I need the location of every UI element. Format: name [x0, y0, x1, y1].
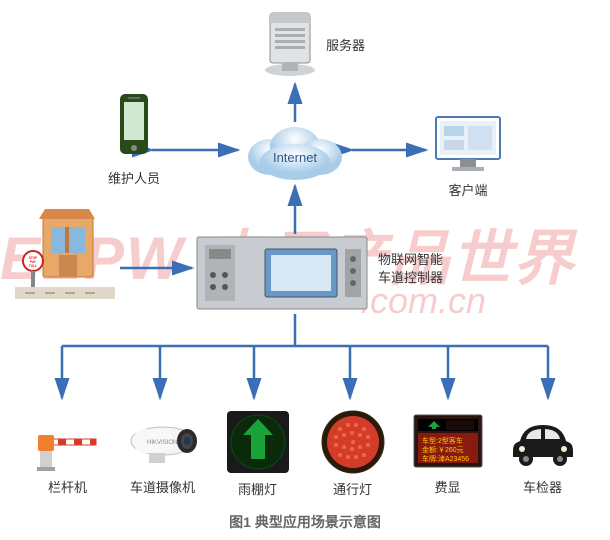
monitor-icon [428, 112, 508, 176]
controller-node: 物联网智能 车道控制器 [195, 235, 443, 311]
phone-node: 维护人员 [108, 92, 160, 187]
svg-text:TOLL: TOLL [29, 264, 37, 268]
booth-icon: STOP PAY TOLL [15, 205, 115, 301]
traffic-light-icon [320, 409, 386, 475]
controller-icon [195, 235, 370, 311]
canopy-light-label: 雨棚灯 [238, 479, 277, 498]
barrier-node: 栏杆机 [23, 409, 113, 498]
controller-label: 物联网智能 车道控制器 [378, 251, 443, 287]
car-icon [508, 409, 578, 473]
barrier-label: 栏杆机 [48, 477, 87, 496]
cloud-icon: Internet [240, 122, 350, 182]
vehicle-detector-node: 车检器 [498, 409, 588, 498]
svg-text:金额:￥260元: 金额:￥260元 [422, 445, 464, 454]
client-node: 客户端 [428, 112, 508, 199]
canopy-light-node: 雨棚灯 [213, 409, 303, 498]
barrier-icon [32, 409, 104, 473]
fee-display-label: 费显 [434, 477, 460, 496]
camera-label: 车道摄像机 [130, 477, 195, 496]
fee-display-icon: 车型:2型客车 金额:￥260元 车牌:津A23456 [410, 409, 486, 473]
internet-node: Internet [240, 122, 350, 182]
server-icon [260, 8, 320, 80]
client-label: 客户端 [448, 180, 487, 199]
booth-node: STOP PAY TOLL [15, 205, 115, 301]
camera-icon: HIKVISION [123, 409, 203, 473]
server-label: 服务器 [326, 35, 365, 54]
svg-text:HIKVISION: HIKVISION [147, 440, 177, 446]
traffic-light-node: 通行灯 [308, 409, 398, 498]
internet-label: Internet [273, 150, 317, 165]
traffic-light-label: 通行灯 [333, 479, 372, 498]
svg-text:车型:2型客车: 车型:2型客车 [422, 436, 463, 445]
fee-display-node: 车型:2型客车 金额:￥260元 车牌:津A23456 费显 [403, 409, 493, 498]
camera-node: HIKVISION 车道摄像机 [118, 409, 208, 498]
svg-text:车牌:津A23456: 车牌:津A23456 [422, 454, 469, 463]
phone-icon [114, 92, 154, 164]
canopy-light-icon [225, 409, 291, 475]
phone-label: 维护人员 [108, 168, 160, 187]
bottom-row: 栏杆机 HIKVISION 车道摄像机 雨棚灯 [0, 409, 610, 498]
server-node: 服务器 [260, 8, 365, 80]
vehicle-detector-label: 车检器 [523, 477, 562, 496]
